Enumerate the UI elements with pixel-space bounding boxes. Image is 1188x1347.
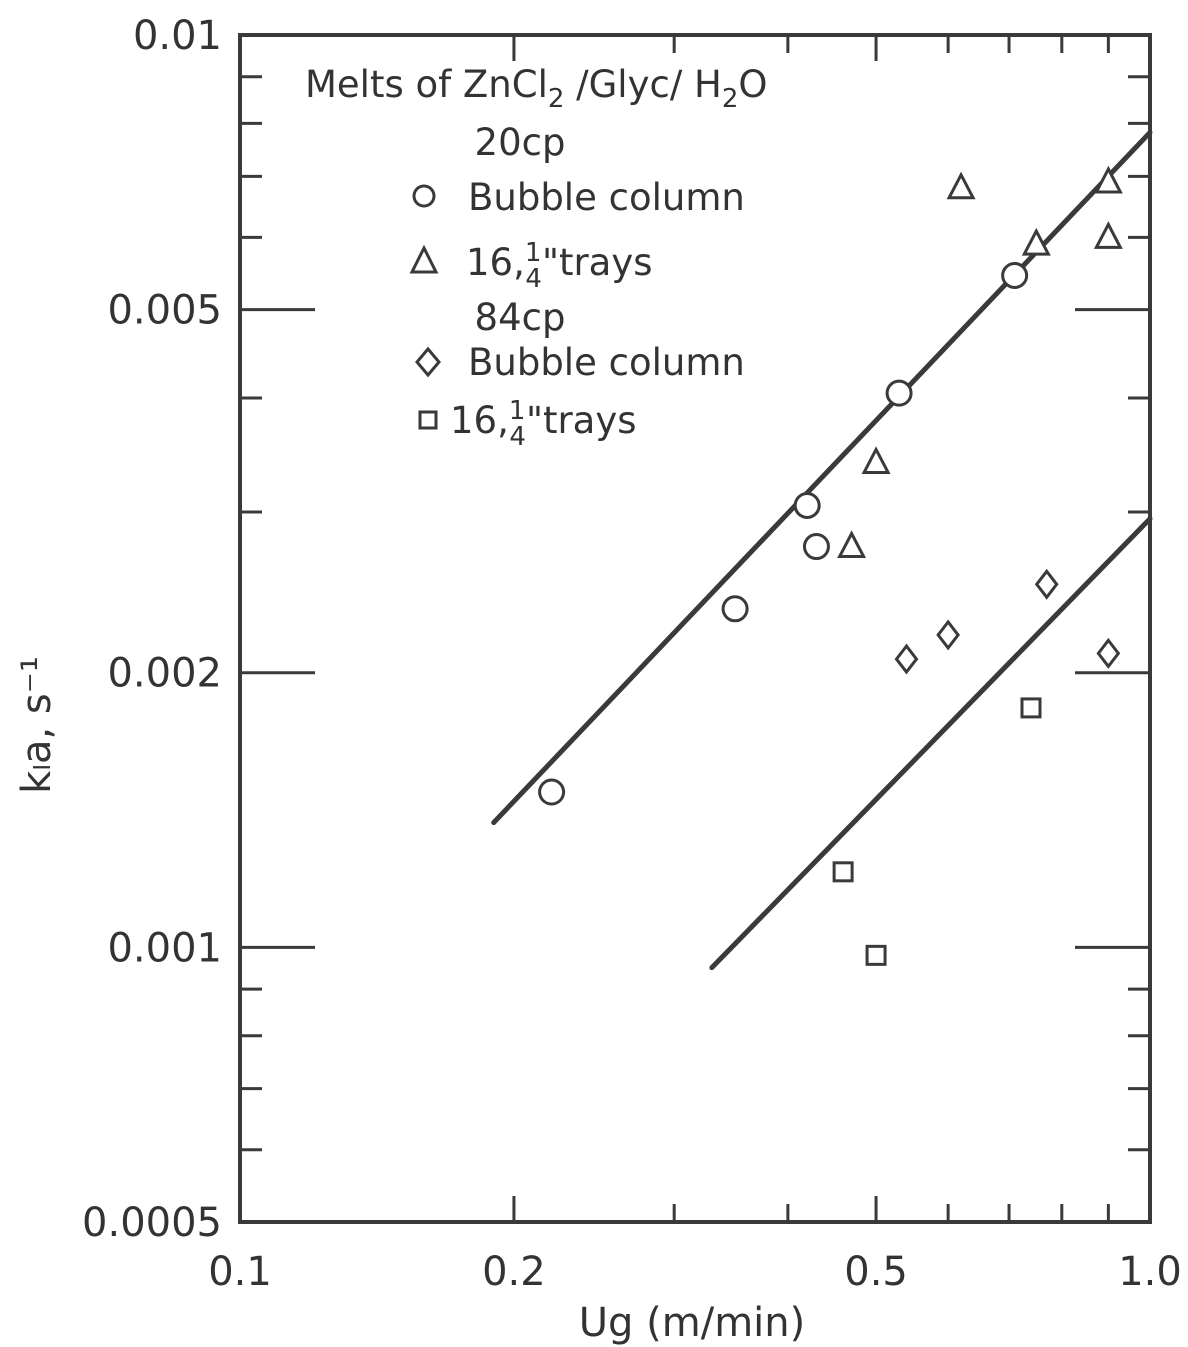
legend-marker-circle [412,184,436,208]
data-point-square [832,861,854,883]
data-point-circle [802,533,830,561]
legend-label-bubble-20cp: Bubble column [468,176,745,219]
legend-marker-square [418,410,438,430]
data-point-triangle [1093,221,1123,249]
legend-label-trays-20cp: 16,1 4"trays [466,238,653,294]
data-point-square [1020,697,1042,719]
data-point-circle [1001,261,1029,289]
data-point-diamond [1034,568,1059,600]
x-tick-label: 0.5 [844,1249,908,1295]
legend-group-20cp: 20cp [475,121,566,164]
data-point-triangle [946,171,976,200]
y-axis-title: kₗa, s⁻¹ [14,656,60,794]
y-tick-label: 0.001 [107,925,222,971]
x-tick-label: 0.1 [208,1249,272,1295]
legend-group-84cp: 84cp [475,296,566,339]
ticks-layer: 0.1 0.2 0.5 1.0 0.0005 0.001 0.002 0.005 0.01 [82,13,1182,1295]
data-point-square [865,944,887,966]
y-tick-label: 0.005 [107,288,222,334]
data-points-layer [538,165,1123,966]
data-point-triangle [1093,165,1123,194]
data-point-diamond [894,643,919,675]
data-point-circle [721,595,749,623]
plot-frame [238,33,1152,1224]
x-tick-label: 1.0 [1118,1249,1182,1295]
legend-label-bubble-84cp: Bubble column [468,341,745,384]
y-tick-label: 0.0005 [82,1200,222,1246]
fit-line [491,129,1153,826]
data-point-diamond [1096,637,1121,669]
data-point-circle [538,778,566,806]
fit-line [709,516,1153,971]
data-point-circle [885,379,913,407]
legend: Melts of ZnCl2 /Glyc/ H2O 20cp Bubble co… [305,63,768,452]
y-tick-label: 0.01 [133,13,222,59]
legend-marker-diamond [415,346,441,378]
data-point-triangle [837,530,867,559]
legend-title: Melts of ZnCl2 /Glyc/ H2O [305,63,768,114]
y-tick-label: 0.002 [107,651,222,697]
data-point-triangle [1021,227,1051,256]
legend-label-trays-84cp: 16,1 4"trays [450,396,637,452]
legend-marker-triangle [409,244,439,274]
data-point-triangle [861,446,891,474]
data-point-circle [793,492,821,520]
plot-frame-layer [238,33,1152,1224]
data-point-diamond [936,619,961,651]
x-tick-label: 0.2 [482,1249,546,1295]
x-axis-title: Ug (m/min) [579,1300,805,1346]
